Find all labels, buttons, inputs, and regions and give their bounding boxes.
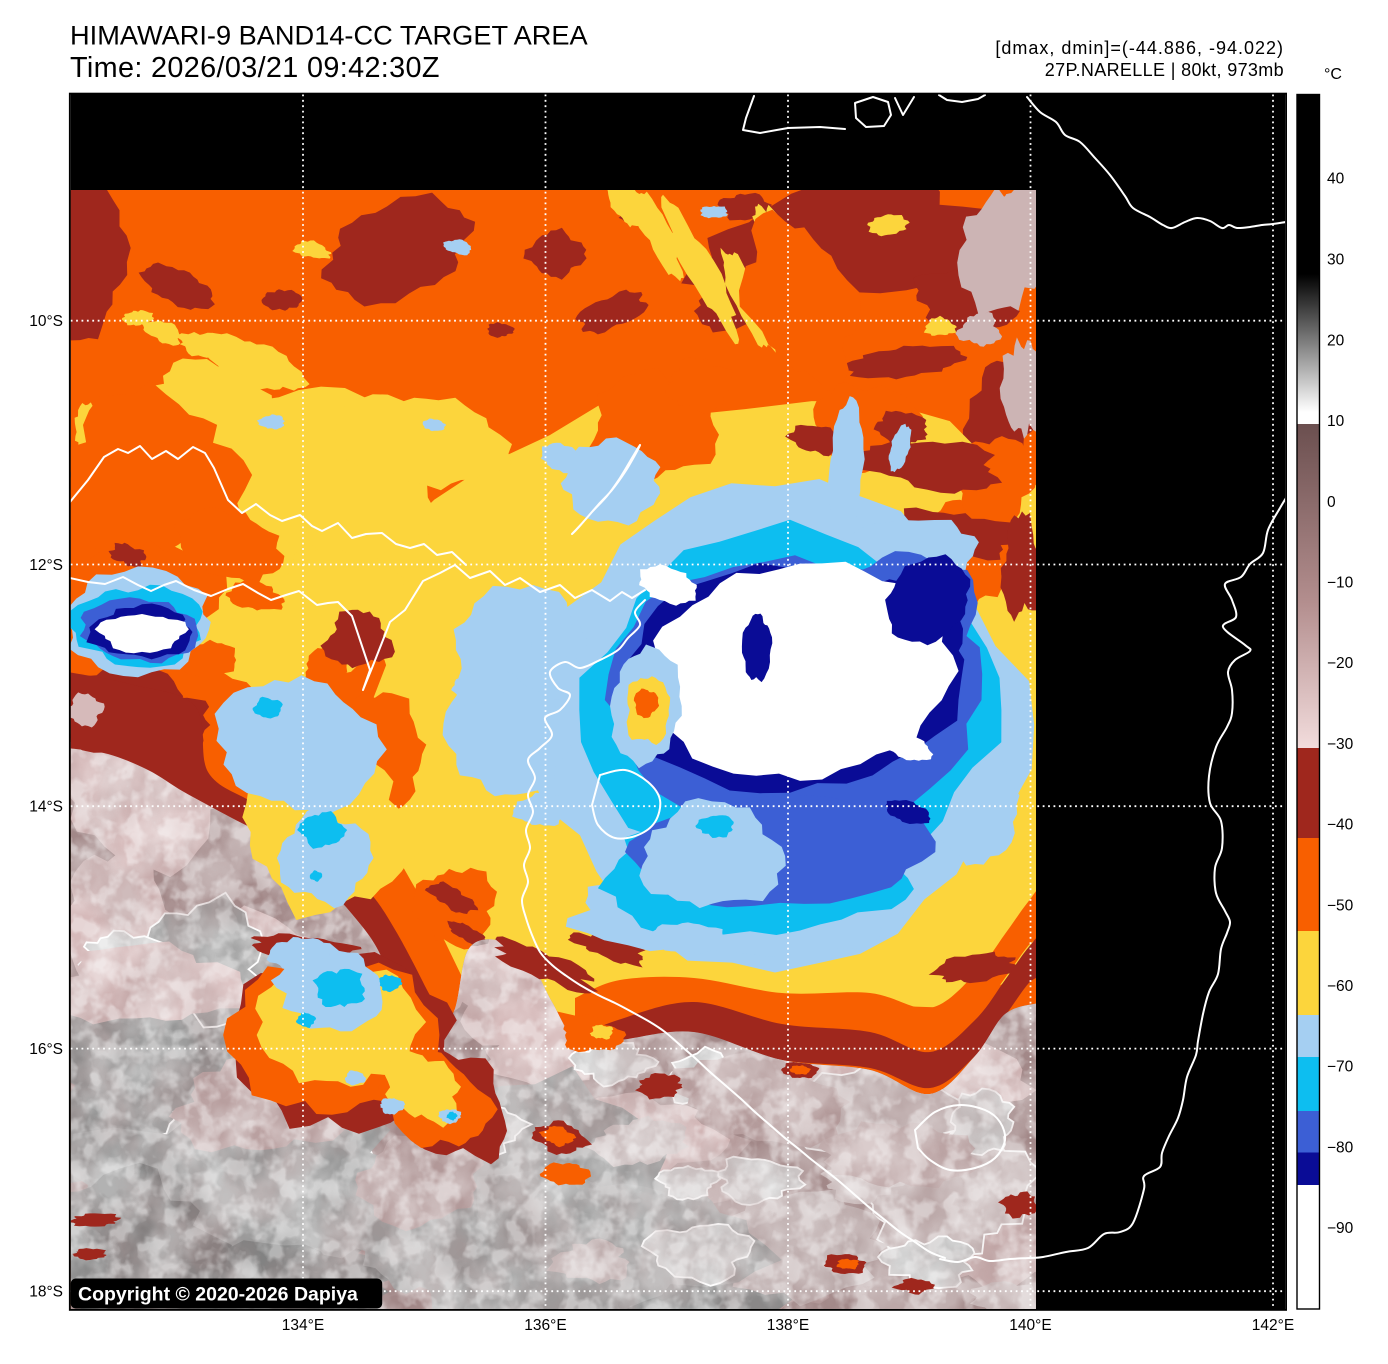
svg-text:30: 30 [1327,251,1345,268]
svg-text:0: 0 [1327,494,1336,511]
svg-text:138°E: 138°E [767,1317,809,1334]
svg-text:40: 40 [1327,170,1345,187]
svg-text:−10: −10 [1327,575,1354,592]
svg-text:Copyright © 2020-2026 Dapiya: Copyright © 2020-2026 Dapiya [78,1284,358,1306]
svg-text:20: 20 [1327,333,1345,350]
svg-text:−70: −70 [1327,1059,1354,1076]
svg-text:HIMAWARI-9 BAND14-CC TARGET AR: HIMAWARI-9 BAND14-CC TARGET AREA [70,20,589,51]
svg-text:−80: −80 [1327,1139,1354,1156]
svg-text:−40: −40 [1327,817,1354,834]
svg-text:27P.NARELLE | 80kt, 973mb: 27P.NARELLE | 80kt, 973mb [1045,60,1284,80]
svg-text:10: 10 [1327,413,1345,430]
svg-text:10°S: 10°S [29,313,63,330]
svg-text:°C: °C [1324,66,1342,83]
svg-text:136°E: 136°E [524,1317,566,1334]
svg-text:142°E: 142°E [1252,1317,1294,1334]
svg-text:[dmax, dmin]=(-44.886, -94.022: [dmax, dmin]=(-44.886, -94.022) [995,38,1284,58]
svg-text:−20: −20 [1327,655,1354,672]
svg-text:14°S: 14°S [29,799,63,816]
svg-text:Time: 2026/03/21 09:42:30Z: Time: 2026/03/21 09:42:30Z [70,52,440,84]
svg-text:−60: −60 [1327,978,1354,995]
svg-text:18°S: 18°S [29,1284,63,1301]
svg-text:140°E: 140°E [1009,1317,1051,1334]
svg-text:−50: −50 [1327,897,1354,914]
svg-text:−90: −90 [1327,1220,1354,1237]
svg-text:−30: −30 [1327,736,1354,753]
svg-text:134°E: 134°E [282,1317,324,1334]
svg-text:12°S: 12°S [29,557,63,574]
svg-text:16°S: 16°S [29,1041,63,1058]
